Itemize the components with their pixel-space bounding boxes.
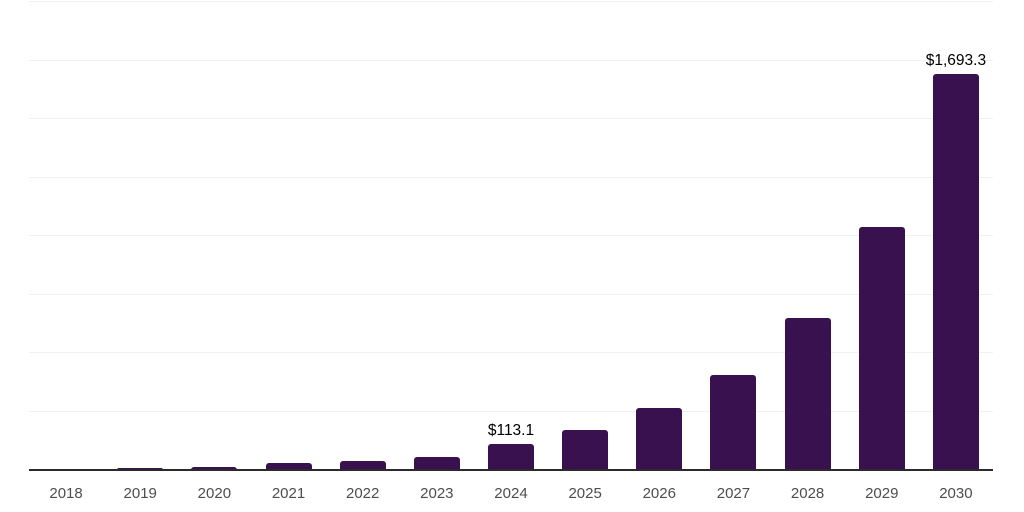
bar-slot-2020 [177,2,251,470]
bar-2022 [339,461,386,470]
x-tick-2022: 2022 [345,485,380,502]
x-tick-2026: 2026 [642,485,676,502]
x-tick-2029: 2029 [865,485,899,502]
bar-slot-2022 [326,2,400,470]
gridline-1500 [29,118,993,119]
bar-slot-2027 [696,2,770,470]
bar-slot-2024: $113.1 [474,2,548,470]
data-label-2030: $1,693.3 [925,52,987,70]
bar-slot-2026 [622,2,696,470]
bar-slot-2025 [548,2,622,470]
bar-2023 [413,456,460,470]
gridline-1250 [29,176,993,178]
x-axis-line [29,469,993,471]
bar-2029 [858,226,905,470]
bar-2024 [487,443,534,470]
bar-2020 [191,467,238,470]
bar-2028 [784,318,831,470]
gridline-750 [29,293,993,295]
bar-slot-2023 [400,2,474,470]
bar-2027 [710,375,757,470]
x-tick-2021: 2021 [271,485,306,502]
bar-2030 [932,73,979,470]
plot-area: $113.1 $1,693.3 [29,1,993,470]
x-tick-2028: 2028 [790,485,825,502]
gridline-1750 [29,59,993,61]
x-tick-2020: 2020 [197,485,232,502]
bar-slot-2028 [771,2,845,470]
bar-slot-2018 [29,2,103,470]
bar-2021 [265,463,312,470]
gridline-500 [29,352,993,353]
bar-2025 [562,430,609,470]
x-tick-2024: 2024 [494,485,528,502]
gridline-1000 [29,235,993,236]
bar-2026 [636,408,683,470]
bar-slot-2021 [251,2,325,470]
bar-2019 [117,467,164,470]
x-tick-2030: 2030 [939,485,973,502]
x-tick-2023: 2023 [420,485,454,502]
gridline-2000 [29,1,993,2]
bar-slot-2030: $1,693.3 [919,2,993,470]
x-tick-2019: 2019 [123,485,157,502]
x-tick-2027: 2027 [716,485,751,502]
bar-slot-2019 [103,2,177,470]
gridline-250 [29,410,993,412]
data-label-2024: $113.1 [487,422,535,440]
bar-slot-2029 [845,2,919,470]
x-tick-2025: 2025 [568,485,602,502]
x-tick-2018: 2018 [49,485,83,502]
